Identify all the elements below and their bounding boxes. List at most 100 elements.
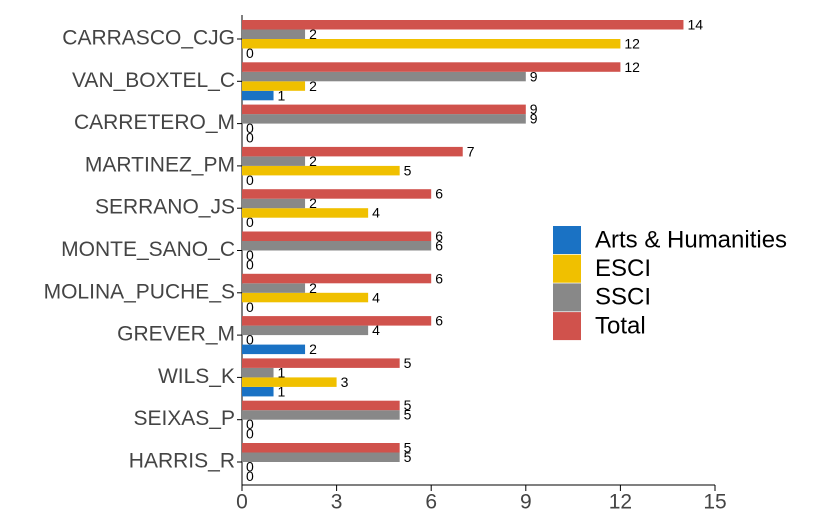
y-tick-label: WILS_K xyxy=(158,365,235,388)
value-label: 1 xyxy=(278,364,286,380)
legend-swatch xyxy=(553,283,581,312)
legend-label: Arts & Humanities xyxy=(595,226,787,253)
bar xyxy=(242,410,400,420)
bar xyxy=(242,241,432,251)
legend-swatch xyxy=(553,312,581,341)
bar xyxy=(242,292,369,303)
value-label: 12 xyxy=(624,59,640,75)
value-label: 0 xyxy=(246,120,254,136)
bar xyxy=(242,386,274,397)
bar xyxy=(242,90,274,101)
bar xyxy=(242,231,432,241)
bar xyxy=(242,283,306,293)
bar xyxy=(242,71,526,82)
x-tick-label: 6 xyxy=(425,491,437,510)
value-label: 4 xyxy=(372,289,380,305)
value-label: 0 xyxy=(246,172,254,188)
x-tick-label: 9 xyxy=(520,491,532,510)
bar xyxy=(242,156,306,166)
value-label: 2 xyxy=(309,280,317,296)
value-label: 5 xyxy=(404,449,412,465)
value-label: 7 xyxy=(467,143,475,159)
value-label: 1 xyxy=(278,87,286,103)
bar xyxy=(242,20,684,30)
value-label: 5 xyxy=(404,407,412,423)
bar xyxy=(242,358,400,368)
bar xyxy=(242,325,369,336)
legend-label: Total xyxy=(595,312,646,339)
value-label: 2 xyxy=(309,195,317,211)
x-tick-label: 0 xyxy=(236,491,248,510)
bar xyxy=(242,114,526,124)
value-label: 0 xyxy=(246,426,254,442)
y-tick-label: SEIXAS_P xyxy=(133,407,235,430)
y-tick-label: MOLINA_PUCHE_S xyxy=(44,280,235,303)
bar xyxy=(242,400,400,411)
bar xyxy=(242,104,526,115)
value-label: 0 xyxy=(246,458,254,474)
value-label: 6 xyxy=(435,186,443,202)
value-label: 14 xyxy=(687,16,703,32)
y-tick-label: HARRIS_R xyxy=(129,450,235,473)
value-label: 1 xyxy=(278,383,286,399)
value-label: 6 xyxy=(435,237,443,253)
value-label: 2 xyxy=(309,153,317,169)
bar xyxy=(242,189,432,199)
bar xyxy=(242,208,369,218)
legend-label: ESCI xyxy=(595,255,651,282)
value-label: 9 xyxy=(530,111,538,127)
bar xyxy=(242,377,337,387)
y-tick-label: CARRASCO_CJG xyxy=(62,27,235,50)
x-tick-label: 3 xyxy=(331,491,343,510)
value-label: 5 xyxy=(404,162,412,178)
value-label: 5 xyxy=(404,439,412,455)
value-label: 6 xyxy=(435,270,443,286)
bar xyxy=(242,443,400,453)
y-tick-label: MONTE_SANO_C xyxy=(61,238,235,261)
value-label: 2 xyxy=(309,26,317,42)
value-label: 4 xyxy=(372,205,380,221)
value-label: 9 xyxy=(530,101,538,117)
value-label: 0 xyxy=(246,214,254,230)
bar xyxy=(242,62,621,72)
value-label: 0 xyxy=(246,130,254,146)
x-tick-label: 12 xyxy=(609,491,632,510)
value-label: 0 xyxy=(246,299,254,315)
x-tick-label: 15 xyxy=(703,491,726,510)
value-label: 3 xyxy=(341,374,349,390)
bar xyxy=(242,273,432,284)
legend-swatch xyxy=(553,254,581,283)
legend-label: SSCI xyxy=(595,284,651,311)
bar xyxy=(242,146,463,157)
value-label: 6 xyxy=(435,228,443,244)
value-label: 2 xyxy=(309,78,317,94)
value-label: 0 xyxy=(246,247,254,263)
value-label: 2 xyxy=(309,341,317,357)
bar xyxy=(242,344,306,355)
value-label: 0 xyxy=(246,416,254,432)
bar xyxy=(242,165,400,176)
y-tick-label: VAN_BOXTEL_C xyxy=(72,69,235,92)
value-label: 0 xyxy=(246,468,254,484)
y-tick-label: SERRANO_JS xyxy=(95,196,235,219)
value-label: 12 xyxy=(624,35,640,51)
value-label: 4 xyxy=(372,322,380,338)
legend-swatch xyxy=(553,226,581,254)
bar xyxy=(242,81,306,91)
value-label: 5 xyxy=(404,397,412,413)
value-label: 9 xyxy=(530,68,538,84)
bar xyxy=(242,367,274,378)
bar xyxy=(242,29,306,39)
value-label: 0 xyxy=(246,45,254,61)
value-label: 0 xyxy=(246,256,254,272)
value-label: 0 xyxy=(246,332,254,348)
bar xyxy=(242,198,306,209)
bar xyxy=(242,316,432,326)
y-tick-label: CARRETERO_M xyxy=(74,111,235,134)
bar xyxy=(242,39,621,49)
y-tick-label: GREVER_M xyxy=(117,323,235,346)
y-tick-label: MARTINEZ_PM xyxy=(85,153,235,176)
bar xyxy=(242,452,400,462)
value-label: 6 xyxy=(435,313,443,329)
